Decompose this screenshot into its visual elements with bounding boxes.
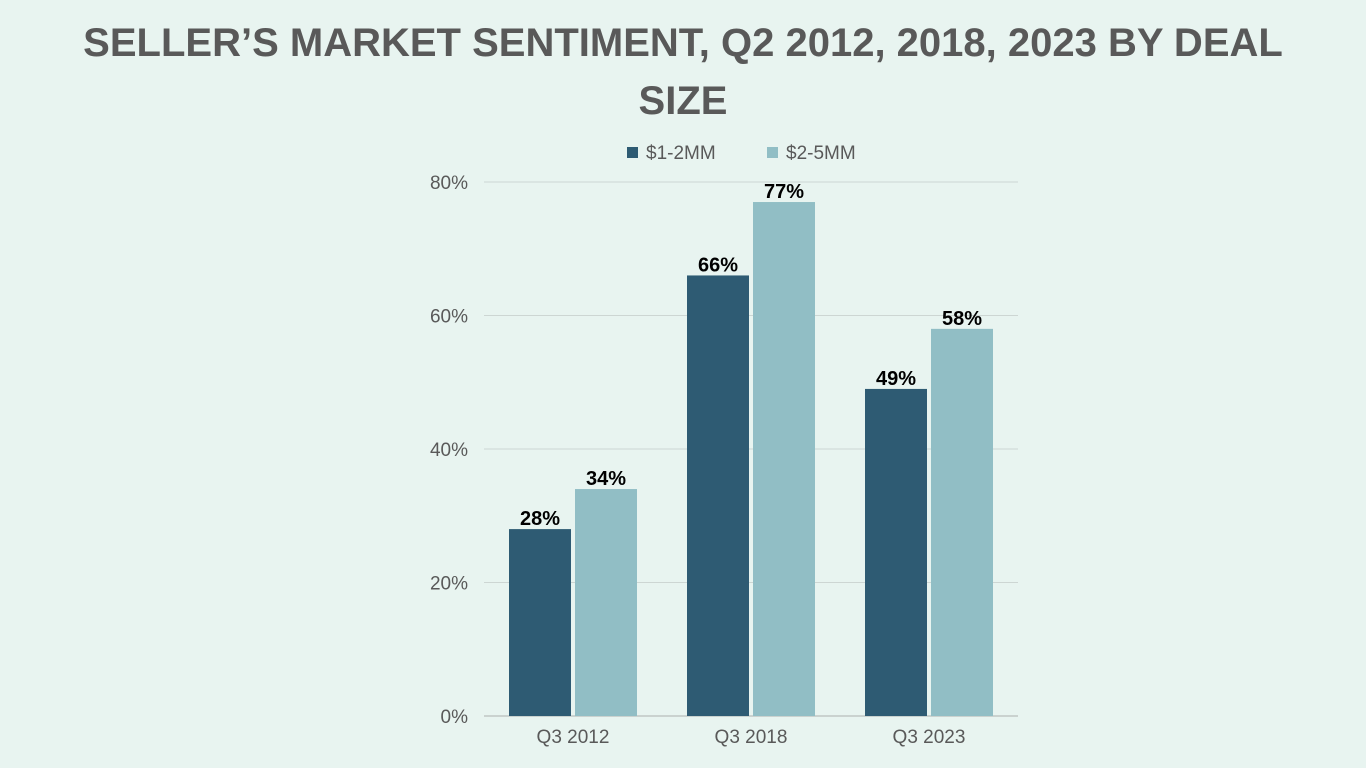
- chart-title: SELLER’S MARKET SENTIMENT, Q2 2012, 2018…: [83, 21, 1283, 123]
- y-axis-ticks: 0% 20% 40% 60% 80%: [430, 173, 468, 728]
- data-labels: 28% 34% 66% 77% 49% 58%: [520, 181, 982, 530]
- data-label: 49%: [876, 368, 916, 390]
- data-label: 66%: [698, 254, 738, 276]
- bar-series-1: [509, 529, 571, 716]
- bar-series-2: [575, 489, 637, 716]
- legend: $1-2MM $2-5MM: [627, 143, 856, 164]
- legend-swatch: [767, 147, 778, 158]
- data-label: 77%: [764, 181, 804, 203]
- data-label: 34%: [586, 468, 626, 490]
- data-label: 58%: [942, 308, 982, 330]
- x-axis-categories: Q3 2012 Q3 2018 Q3 2023: [537, 727, 966, 748]
- y-tick-label: 40%: [430, 440, 468, 461]
- bar-series-2: [931, 328, 993, 716]
- y-tick-label: 80%: [430, 173, 468, 194]
- legend-label: $1-2MM: [646, 143, 716, 164]
- y-tick-label: 60%: [430, 307, 468, 328]
- x-category-label: Q3 2018: [715, 727, 788, 748]
- y-tick-label: 20%: [430, 574, 468, 595]
- x-category-label: Q3 2023: [893, 727, 966, 748]
- legend-label: $2-5MM: [786, 143, 856, 164]
- data-label: 28%: [520, 508, 560, 530]
- gridlines: [484, 181, 1018, 717]
- y-tick-label: 0%: [441, 707, 469, 728]
- x-category-label: Q3 2012: [537, 727, 610, 748]
- bars: [509, 202, 993, 716]
- bar-series-2: [753, 202, 815, 716]
- bar-series-1: [687, 275, 749, 716]
- bar-series-1: [865, 388, 927, 716]
- legend-swatch: [627, 147, 638, 158]
